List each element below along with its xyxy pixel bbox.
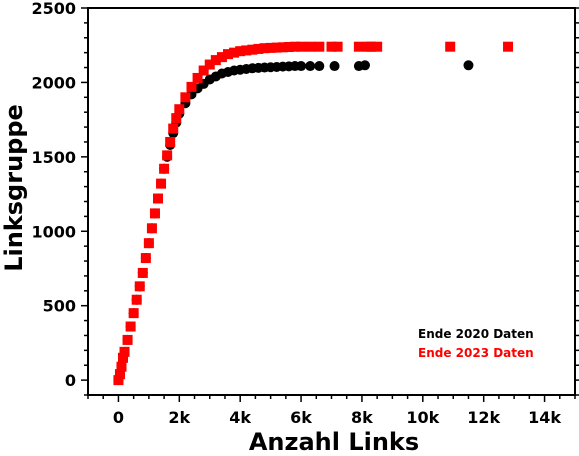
y-tick-label: 0 — [65, 371, 76, 390]
y-tick-label: 2000 — [31, 73, 76, 92]
x-tick-label: 0 — [113, 408, 124, 427]
point-1-36 — [259, 43, 270, 54]
point-1-37 — [265, 42, 276, 53]
point-1-34 — [247, 44, 258, 55]
point-0-48 — [463, 60, 474, 71]
point-1-35 — [253, 43, 264, 54]
point-1-32 — [235, 46, 246, 57]
point-1-7 — [128, 308, 139, 319]
point-1-3 — [118, 352, 129, 363]
point-1-33 — [241, 45, 252, 56]
point-1-49 — [366, 41, 377, 52]
point-1-21 — [171, 113, 182, 124]
point-1-10 — [137, 267, 148, 278]
point-1-26 — [198, 65, 209, 76]
legend: Ende 2020 Daten Ende 2023 Daten — [418, 327, 534, 360]
point-1-50 — [372, 41, 383, 52]
point-0-47 — [359, 60, 370, 71]
point-1-15 — [153, 193, 164, 204]
point-1-16 — [156, 178, 167, 189]
point-1-46 — [332, 41, 343, 52]
data-points — [113, 41, 514, 386]
y-axis-title: Linksgruppe — [0, 104, 28, 272]
legend-entry-2020: Ende 2020 Daten — [418, 327, 534, 341]
axis-ticks — [81, 7, 579, 402]
point-1-18 — [162, 150, 173, 161]
x-tick-label: 2k — [168, 408, 190, 427]
point-1-22 — [174, 104, 185, 115]
point-1-19 — [165, 136, 176, 147]
point-1-4 — [119, 346, 130, 357]
point-1-28 — [210, 55, 221, 66]
x-tick-label: 10k — [406, 408, 439, 427]
point-1-43 — [305, 41, 316, 52]
point-1-2 — [116, 361, 127, 372]
point-1-13 — [146, 223, 157, 234]
point-1-47 — [353, 41, 364, 52]
point-1-52 — [503, 41, 514, 52]
point-1-44 — [314, 41, 325, 52]
point-1-8 — [131, 294, 142, 305]
point-0-45 — [329, 61, 340, 72]
point-1-12 — [143, 238, 154, 249]
x-tick-label: 6k — [290, 408, 312, 427]
point-1-31 — [229, 47, 240, 58]
point-1-23 — [180, 92, 191, 103]
point-1-42 — [296, 41, 307, 52]
point-1-27 — [204, 59, 215, 70]
point-1-41 — [289, 41, 300, 52]
x-tick-label: 8k — [351, 408, 373, 427]
point-1-24 — [186, 81, 197, 92]
legend-entry-2023: Ende 2023 Daten — [418, 346, 534, 360]
point-1-40 — [283, 41, 294, 52]
y-tick-label: 1000 — [31, 222, 76, 241]
point-1-17 — [159, 163, 170, 174]
point-1-0 — [113, 375, 124, 386]
point-1-39 — [277, 42, 288, 53]
tick-labels: 0 2k 4k 6k 8k 10k 12k 14k 0 500 1000 1500 2000 2500 — [31, 0, 561, 427]
x-axis-title: Anzahl Links — [249, 428, 419, 456]
point-0-43 — [305, 61, 316, 72]
point-1-30 — [223, 49, 234, 60]
x-tick-label: 4k — [229, 408, 251, 427]
point-0-44 — [314, 61, 325, 72]
point-1-9 — [134, 281, 145, 292]
point-0-42 — [296, 61, 307, 72]
point-1-51 — [445, 41, 456, 52]
point-1-20 — [168, 123, 179, 134]
point-1-5 — [122, 334, 133, 345]
point-1-6 — [125, 321, 136, 332]
x-tick-label: 14k — [528, 408, 561, 427]
y-tick-label: 1500 — [31, 148, 76, 167]
point-1-25 — [192, 72, 203, 83]
x-tick-label: 12k — [467, 408, 500, 427]
point-1-45 — [326, 41, 337, 52]
point-1-11 — [140, 253, 151, 264]
y-tick-label: 2500 — [31, 0, 76, 18]
y-tick-label: 500 — [43, 297, 76, 316]
point-1-1 — [114, 369, 125, 380]
point-1-38 — [271, 42, 282, 53]
point-1-14 — [149, 208, 160, 219]
point-1-29 — [216, 52, 227, 63]
